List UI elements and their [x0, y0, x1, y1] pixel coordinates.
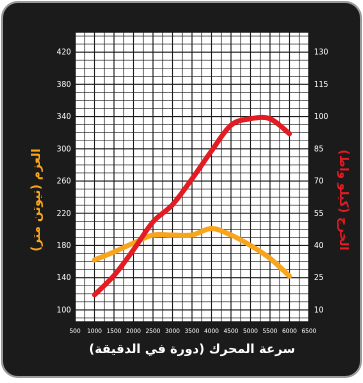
x-tick-label: 6500	[302, 329, 317, 335]
power-curve	[92, 114, 292, 298]
x-tick-label: 3000	[165, 329, 180, 335]
x-axis-title: سرعة المحرك (دورة في الدقيقة)	[89, 341, 295, 356]
left-tick-label: 420	[57, 48, 72, 57]
left-tick-label: 260	[57, 177, 72, 186]
x-tick-label: 2000	[126, 329, 141, 335]
left-tick-label: 140	[57, 273, 72, 282]
torque-curve	[92, 226, 292, 279]
x-tick-label: 6000	[282, 329, 297, 335]
left-tick-label: 180	[57, 241, 72, 250]
right-axis-title: الخرج (كيلو واط)	[336, 149, 351, 250]
left-tick-label: 340	[57, 112, 72, 121]
series-layer	[92, 114, 292, 298]
x-tick-label: 4000	[204, 329, 219, 335]
x-tick-label: 4500	[224, 329, 239, 335]
x-tick-label: 1000	[87, 329, 102, 335]
right-tick-label: 25	[314, 273, 324, 282]
x-tick-label: 5500	[263, 329, 278, 335]
right-tick-label: 70	[314, 177, 324, 186]
right-tick-label: 115	[314, 80, 329, 89]
x-tick-label: 1500	[107, 329, 122, 335]
plot-border	[74, 31, 310, 323]
left-tick-label: 300	[57, 144, 72, 153]
left-tick-label: 100	[57, 305, 72, 314]
axis-ticks: 500 1000 1500 2000 2500 3000 3500 4000 4500 5000 5…	[57, 48, 329, 335]
right-tick-label: 55	[314, 209, 324, 218]
grid	[74, 31, 310, 323]
right-tick-label: 130	[314, 48, 329, 57]
right-tick-label: 100	[314, 112, 329, 121]
right-tick-label: 85	[314, 144, 324, 153]
left-tick-label: 220	[57, 209, 72, 218]
x-tick-label: 3500	[185, 329, 200, 335]
right-tick-label: 10	[314, 305, 324, 314]
x-tick-label: 2500	[146, 329, 161, 335]
left-axis-title: العزم (نيوتن متر)	[29, 148, 44, 251]
right-tick-label: 40	[314, 241, 324, 250]
x-tick-label: 500	[69, 329, 80, 335]
x-tick-label: 5000	[243, 329, 258, 335]
left-tick-label: 380	[57, 80, 72, 89]
